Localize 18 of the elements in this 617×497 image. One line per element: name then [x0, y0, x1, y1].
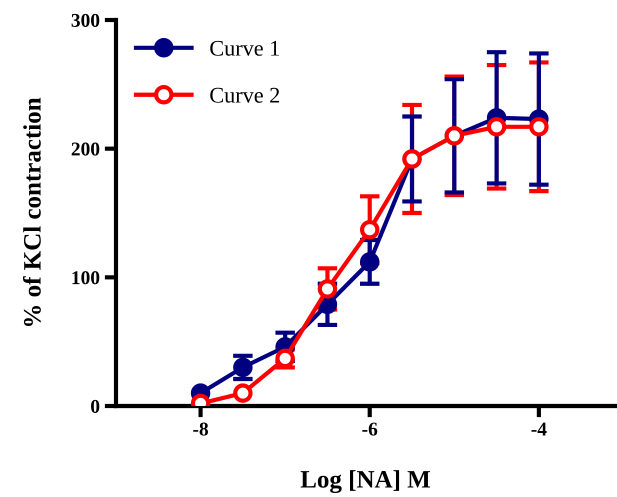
point: [233, 383, 253, 403]
y-tick-label: 200: [72, 142, 100, 156]
legend-label: Curve 1: [210, 40, 279, 56]
x-axis-title: Log [NA] M: [300, 470, 430, 494]
point: [486, 117, 506, 137]
point: [360, 220, 380, 240]
point: [360, 252, 380, 272]
x-tick-label: -4: [531, 422, 547, 436]
x-tick-label: -8: [193, 422, 208, 436]
y-axis-title: % of KCl contraction: [22, 98, 41, 326]
point: [233, 358, 253, 378]
point: [529, 117, 549, 137]
y-tick-label: 100: [72, 271, 100, 284]
x-tick-label: -6: [362, 422, 378, 436]
y-tick-label: 0: [91, 400, 100, 413]
point: [318, 279, 338, 299]
y-tick-label: 300: [72, 14, 100, 27]
legend-label: Curve 2: [210, 88, 280, 103]
